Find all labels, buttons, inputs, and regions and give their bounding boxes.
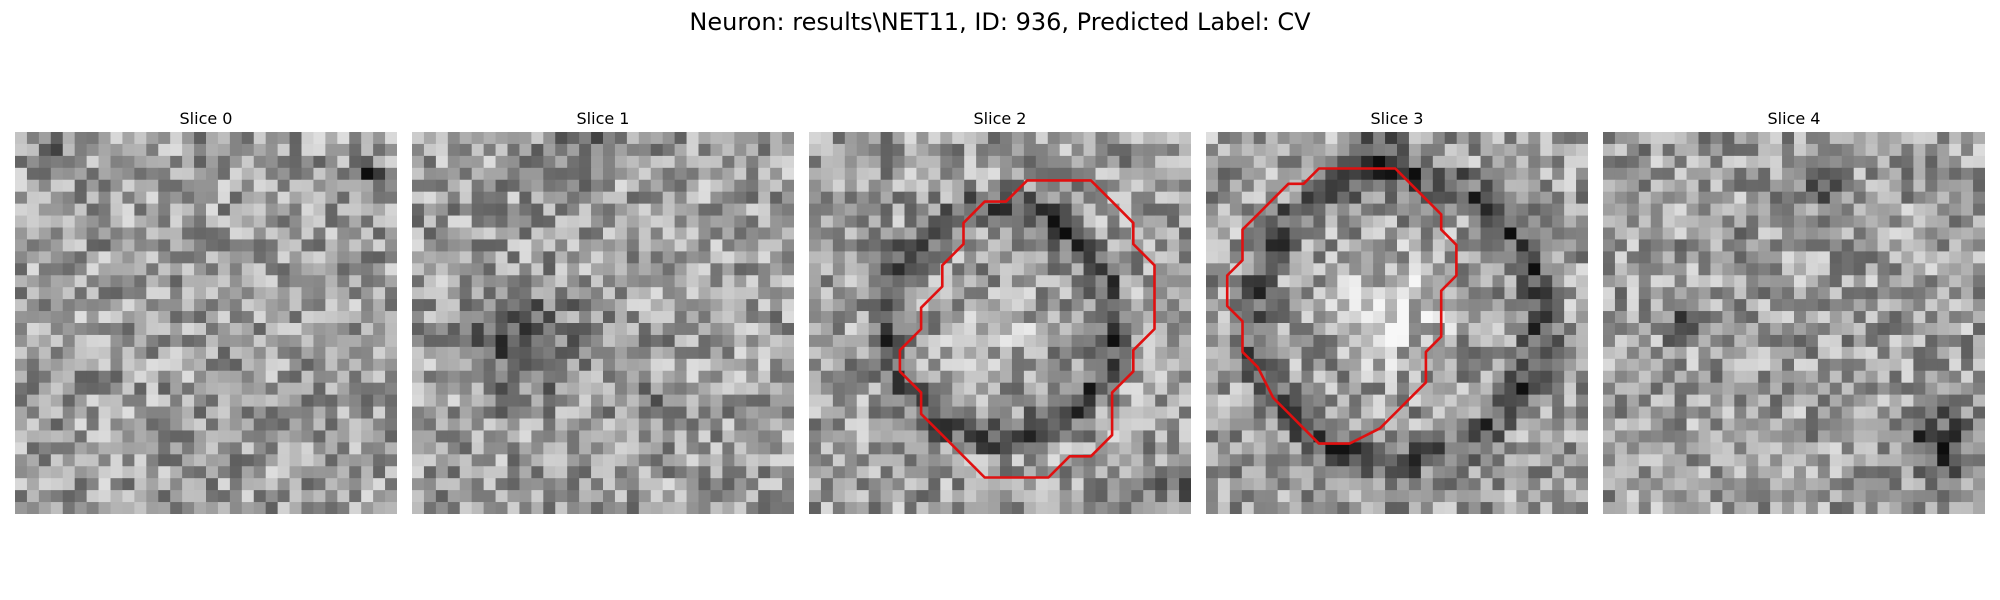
slice-panel-1: Slice 1 <box>412 108 794 514</box>
figure-title: Neuron: results\NET11, ID: 936, Predicte… <box>689 8 1311 36</box>
slice-title-4: Slice 4 <box>1767 109 1821 128</box>
slice-title-0: Slice 0 <box>179 109 233 128</box>
contour-outline-2 <box>898 179 1156 479</box>
slice-image-3 <box>1206 132 1588 514</box>
slice-panel-3: Slice 3 <box>1206 108 1588 514</box>
slice-image-1 <box>412 132 794 514</box>
slice-image-2 <box>809 132 1191 514</box>
slice-image-4 <box>1603 132 1985 514</box>
slice-image-0 <box>15 132 397 514</box>
slice-panel-0: Slice 0 <box>15 108 397 514</box>
slice-title-2: Slice 2 <box>973 109 1027 128</box>
slice-title-1: Slice 1 <box>576 109 630 128</box>
slice-title-3: Slice 3 <box>1370 109 1424 128</box>
contour-outline-3 <box>1225 167 1458 445</box>
slice-panel-4: Slice 4 <box>1603 108 1985 514</box>
slice-panel-2: Slice 2 <box>809 108 1191 514</box>
